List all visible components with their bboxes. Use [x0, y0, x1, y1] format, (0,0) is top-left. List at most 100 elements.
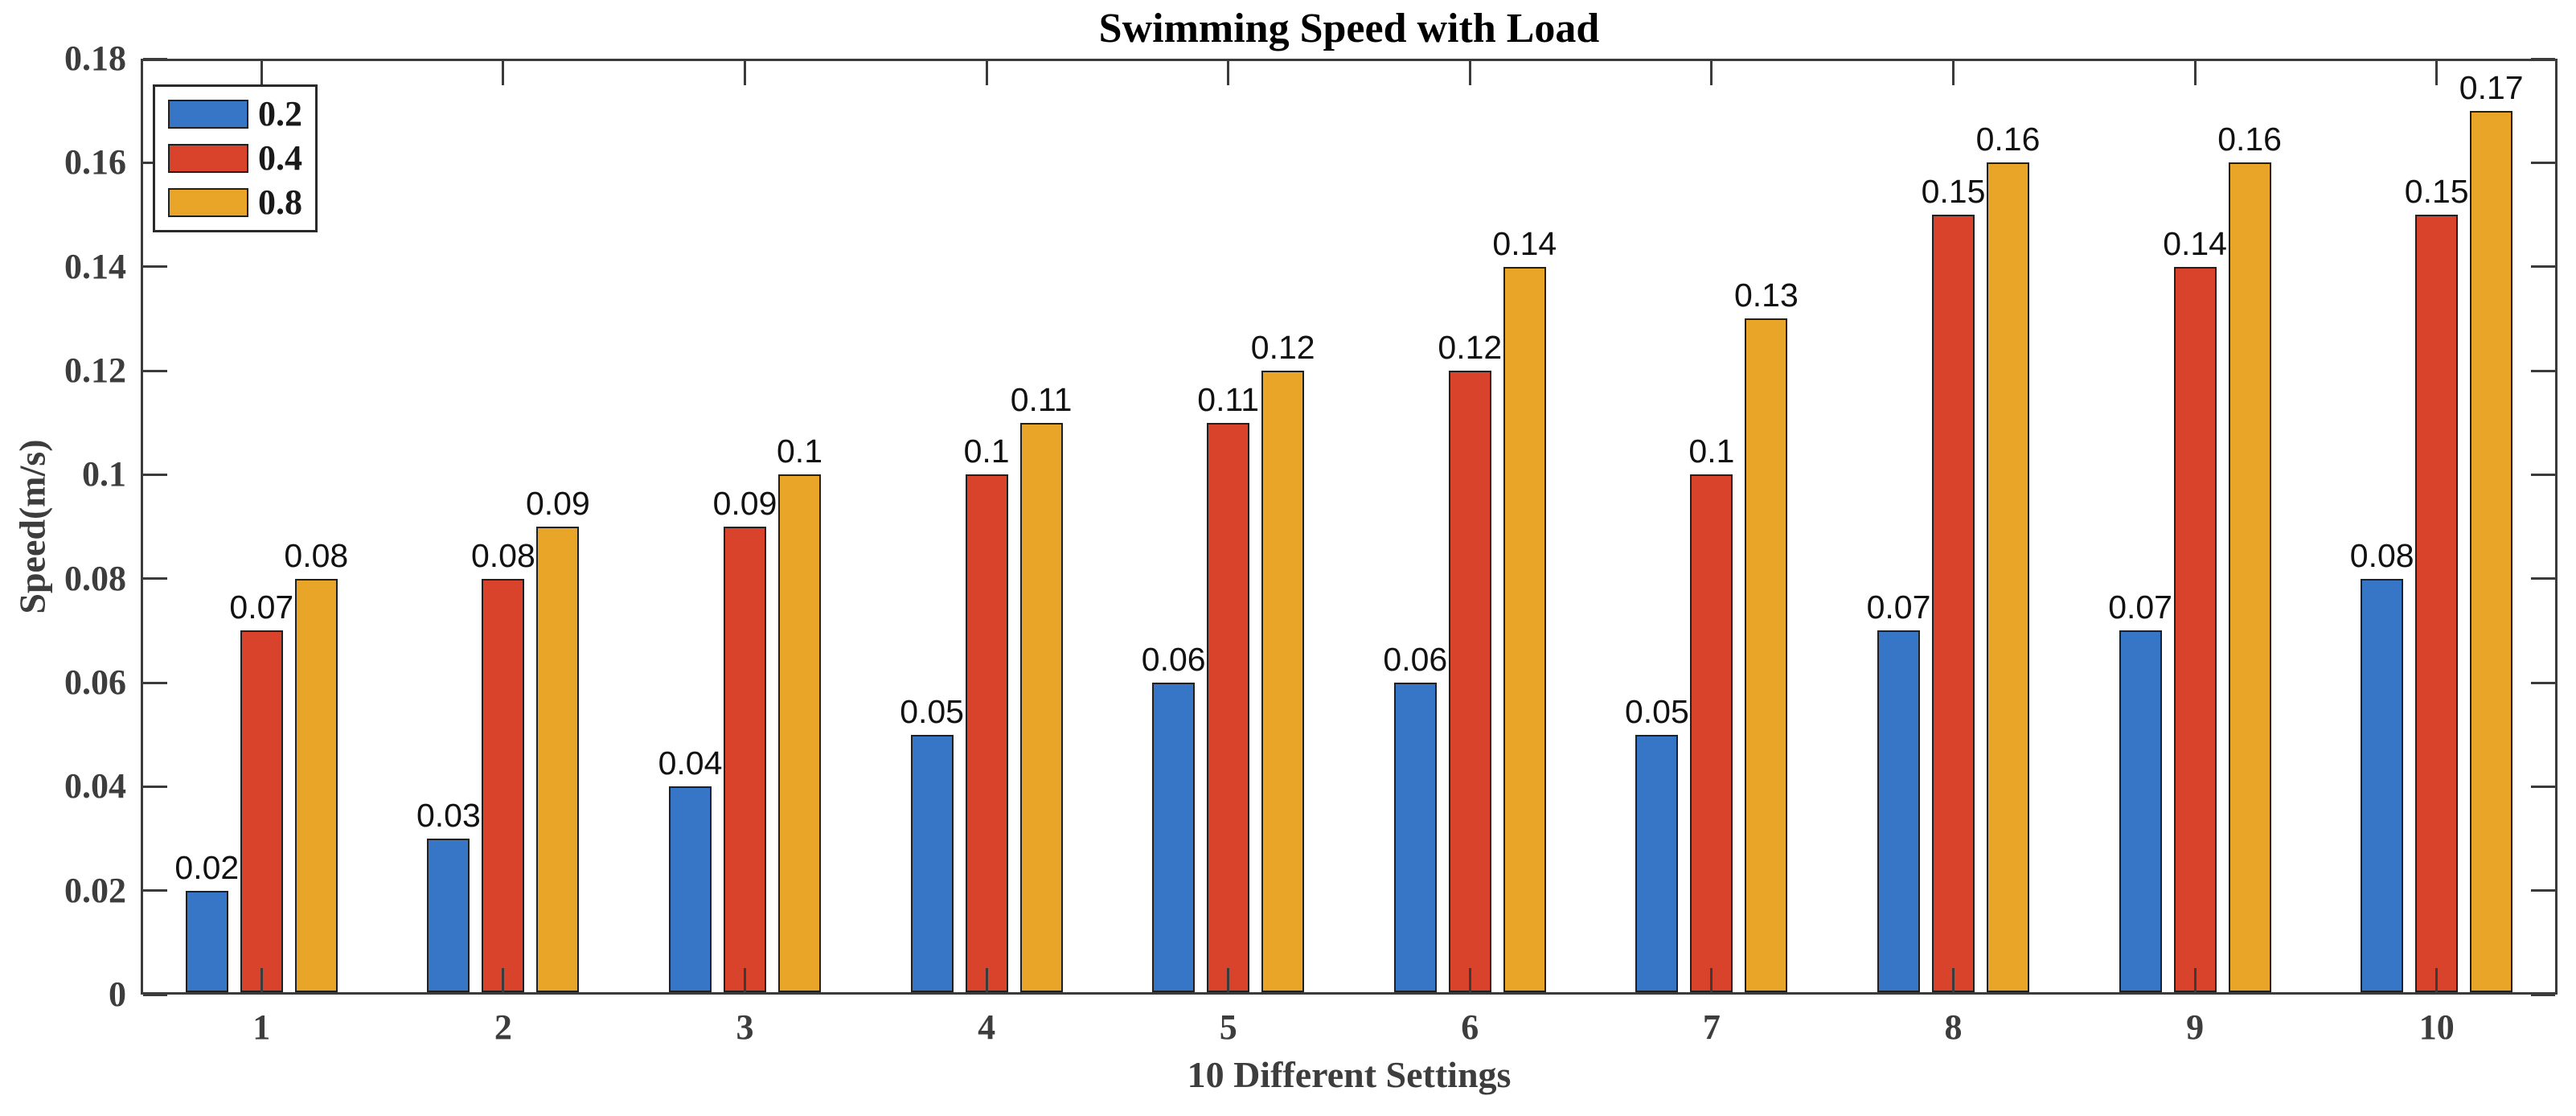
x-tick: [502, 968, 505, 992]
legend-swatch-0.4: [168, 144, 248, 173]
bar-value-label: 0.15: [2404, 173, 2469, 210]
bar-value-label: 0.17: [2459, 69, 2524, 106]
bar-value-label: 0.12: [1250, 329, 1315, 366]
bar-value-label: 0.07: [1866, 589, 1931, 626]
bar-load-0.4-setting-10: [2415, 215, 2459, 992]
chart-title: Swimming Speed with Load: [1098, 6, 1600, 51]
x-tick-label: 1: [252, 1007, 271, 1047]
bar-value-label: 0.1: [777, 433, 822, 470]
bar-value-label: 0.1: [963, 433, 1010, 470]
y-tick: [143, 369, 167, 372]
legend-item: 0.4: [168, 141, 302, 176]
x-tick-label: 10: [2418, 1007, 2455, 1047]
y-tick-label: 0.08: [64, 558, 126, 598]
legend-label: 0.4: [258, 138, 302, 178]
y-tick: [143, 57, 167, 60]
legend-item: 0.2: [168, 96, 302, 132]
bar-value-label: 0.04: [658, 745, 723, 782]
y-tick: [143, 265, 167, 269]
bar-value-label: 0.05: [1624, 693, 1689, 730]
bar-load-0.8-setting-2: [536, 527, 580, 992]
x-tick-top: [502, 61, 505, 85]
y-tick-right: [2531, 785, 2555, 788]
y-tick-right: [2531, 889, 2555, 892]
y-tick-right: [2531, 577, 2555, 581]
bar-value-label: 0.16: [2217, 121, 2282, 158]
bar-value-label: 0.09: [712, 485, 777, 522]
bar-load-0.8-setting-6: [1503, 267, 1546, 992]
bar-load-0.2-setting-8: [1877, 630, 1920, 992]
y-tick-label: 0.12: [64, 351, 126, 390]
x-tick-top: [744, 61, 746, 85]
x-tick: [744, 968, 746, 992]
y-tick-label: 0: [109, 974, 126, 1014]
x-tick: [1710, 968, 1713, 992]
bar-value-label: 0.06: [1141, 641, 1206, 678]
bar-value-label: 0.1: [1688, 433, 1735, 470]
legend-label: 0.2: [258, 94, 302, 133]
bar-load-0.8-setting-7: [1745, 318, 1788, 992]
bar-value-label: 0.14: [1492, 225, 1557, 262]
bar-value-label: 0.08: [284, 537, 349, 574]
x-tick-label: 6: [1461, 1007, 1479, 1047]
bar-load-0.4-setting-2: [482, 579, 525, 992]
bar-value-label: 0.16: [1975, 121, 2041, 158]
bar-load-0.4-setting-5: [1207, 423, 1250, 992]
x-tick-label: 3: [736, 1007, 754, 1047]
bar-load-0.8-setting-9: [2228, 162, 2271, 992]
y-tick-label: 0.06: [64, 663, 126, 702]
x-tick-label: 2: [494, 1007, 512, 1047]
y-tick: [143, 473, 167, 476]
legend-item: 0.8: [168, 185, 302, 220]
bar-load-0.2-setting-9: [2119, 630, 2162, 992]
bar-value-label: 0.02: [174, 849, 240, 886]
x-tick: [985, 968, 988, 992]
bar-load-0.2-setting-2: [427, 839, 470, 992]
x-tick-top: [1227, 61, 1230, 85]
x-tick: [2193, 968, 2197, 992]
legend-swatch-0.2: [168, 100, 248, 129]
x-tick-top: [260, 61, 263, 85]
y-tick-right: [2531, 993, 2555, 996]
bar-value-label: 0.08: [470, 537, 535, 574]
bar-value-label: 0.13: [1733, 277, 1799, 314]
y-tick: [143, 577, 167, 581]
bar-load-0.2-setting-6: [1393, 683, 1437, 992]
x-tick: [260, 968, 263, 992]
x-tick-label: 7: [1702, 1007, 1721, 1047]
x-tick-label: 4: [978, 1007, 996, 1047]
bar-value-label: 0.07: [229, 589, 294, 626]
bar-value-label: 0.07: [2108, 589, 2172, 626]
bar-value-label: 0.11: [1010, 381, 1073, 418]
bar-load-0.8-setting-8: [1987, 162, 2029, 992]
bar-load-0.4-setting-9: [2173, 267, 2217, 992]
bar-value-label: 0.14: [2163, 225, 2227, 262]
bar-value-label: 0.15: [1921, 173, 1986, 210]
bar-value-label: 0.03: [416, 797, 481, 834]
bar-load-0.4-setting-4: [965, 474, 1008, 992]
x-tick: [1227, 968, 1230, 992]
x-tick-label: 9: [2186, 1007, 2205, 1047]
bar-load-0.2-setting-7: [1635, 735, 1679, 992]
legend-swatch-0.8: [168, 188, 248, 217]
x-tick: [1468, 968, 1471, 992]
bar-load-0.4-setting-8: [1932, 215, 1975, 992]
x-tick-top: [2193, 61, 2197, 85]
x-tick-label: 5: [1219, 1007, 1237, 1047]
x-tick-top: [1952, 61, 1955, 85]
bar-value-label: 0.09: [525, 485, 590, 522]
bar-value-label: 0.06: [1383, 641, 1448, 678]
x-tick-top: [1710, 61, 1713, 85]
bar-load-0.8-setting-4: [1019, 423, 1063, 992]
x-tick-top: [1468, 61, 1471, 85]
bar-value-label: 0.05: [900, 693, 964, 730]
y-tick-label: 0.18: [64, 39, 126, 78]
bar-load-0.8-setting-10: [2470, 111, 2513, 992]
bar-load-0.8-setting-3: [778, 474, 821, 992]
y-tick-label: 0.16: [64, 142, 126, 183]
y-tick-right: [2531, 473, 2555, 476]
bar-load-0.2-setting-5: [1152, 683, 1196, 992]
x-axis-label: 10 Different Settings: [1187, 1054, 1512, 1095]
y-tick-label: 0.1: [82, 454, 126, 494]
